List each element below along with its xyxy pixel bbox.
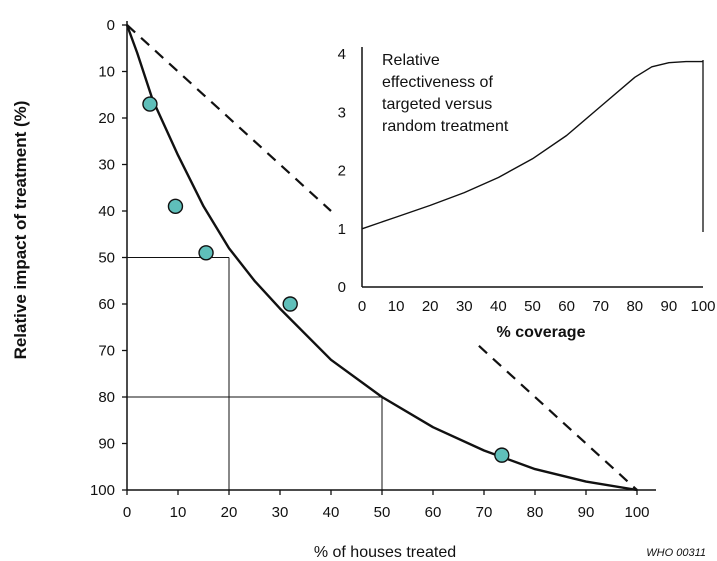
- inset-x-tick-label: 10: [388, 298, 405, 315]
- x-tick-label: 0: [123, 504, 131, 521]
- y-tick-label: 50: [98, 250, 115, 267]
- data-point: [142, 96, 158, 112]
- credit-text: WHO 00311: [646, 547, 706, 559]
- data-point: [198, 245, 214, 261]
- y-tick-label: 100: [90, 482, 115, 499]
- inset-x-tick-label: 90: [661, 298, 678, 315]
- inset-title-line: random treatment: [382, 118, 509, 135]
- data-point: [167, 198, 184, 215]
- inset-y-tick-label: 1: [338, 221, 346, 238]
- data-point: [494, 447, 510, 463]
- inset-x-tick-label: 70: [592, 298, 609, 315]
- y-tick-label: 20: [98, 110, 115, 127]
- x-tick-label: 90: [578, 504, 595, 521]
- inset-title: Relative effectiveness of targeted versu…: [382, 52, 509, 135]
- inset-x-tick-label: 100: [690, 298, 715, 315]
- y-tick-label: 60: [98, 296, 115, 313]
- inset-y-tick-label: 0: [338, 279, 346, 296]
- inset-title-line: Relative: [382, 52, 440, 69]
- y-axis-label: Relative impact of treatment (%): [11, 101, 30, 360]
- fitted-curve: [125, 24, 638, 492]
- inset-y-tick-label: 4: [338, 46, 346, 63]
- inset-y-tick-label: 3: [338, 104, 346, 121]
- x-tick-label: 60: [425, 504, 442, 521]
- x-tick-label: 50: [374, 504, 391, 521]
- inset-x-tick-label: 40: [490, 298, 507, 315]
- inset-x-axis-label: % coverage: [497, 324, 586, 341]
- y-tick-label: 70: [98, 343, 115, 360]
- inset-title-line: effectiveness of: [382, 74, 493, 91]
- x-tick-label: 100: [624, 504, 649, 521]
- x-tick-label: 30: [272, 504, 289, 521]
- random-treatment-dashed-line: [126, 24, 332, 212]
- inset-x-tick-label: 60: [558, 298, 575, 315]
- inset-series-line: [361, 60, 703, 230]
- inset-x-tick-label: 30: [456, 298, 473, 315]
- x-tick-label: 70: [476, 504, 493, 521]
- x-tick-label: 20: [221, 504, 238, 521]
- y-tick-label: 0: [107, 17, 115, 34]
- x-tick-label: 10: [170, 504, 187, 521]
- inset-x-tick-label: 20: [422, 298, 439, 315]
- inset-x-tick-label: 0: [358, 298, 366, 315]
- inset-x-tick-label: 50: [524, 298, 541, 315]
- x-tick-label: 80: [527, 504, 544, 521]
- inset-y-tick-label: 2: [338, 163, 346, 180]
- x-tick-label: 40: [323, 504, 340, 521]
- inset-x-tick-label: 80: [626, 298, 643, 315]
- y-tick-label: 40: [98, 203, 115, 220]
- y-tick-label: 80: [98, 389, 115, 406]
- inset-title-line: targeted versus: [382, 96, 492, 113]
- x-axis-label: % of houses treated: [314, 544, 456, 561]
- y-tick-label: 90: [98, 436, 115, 453]
- y-tick-label: 10: [98, 64, 115, 81]
- random-treatment-dashed-line: [478, 345, 638, 491]
- y-tick-label: 30: [98, 157, 115, 174]
- data-point: [282, 296, 298, 312]
